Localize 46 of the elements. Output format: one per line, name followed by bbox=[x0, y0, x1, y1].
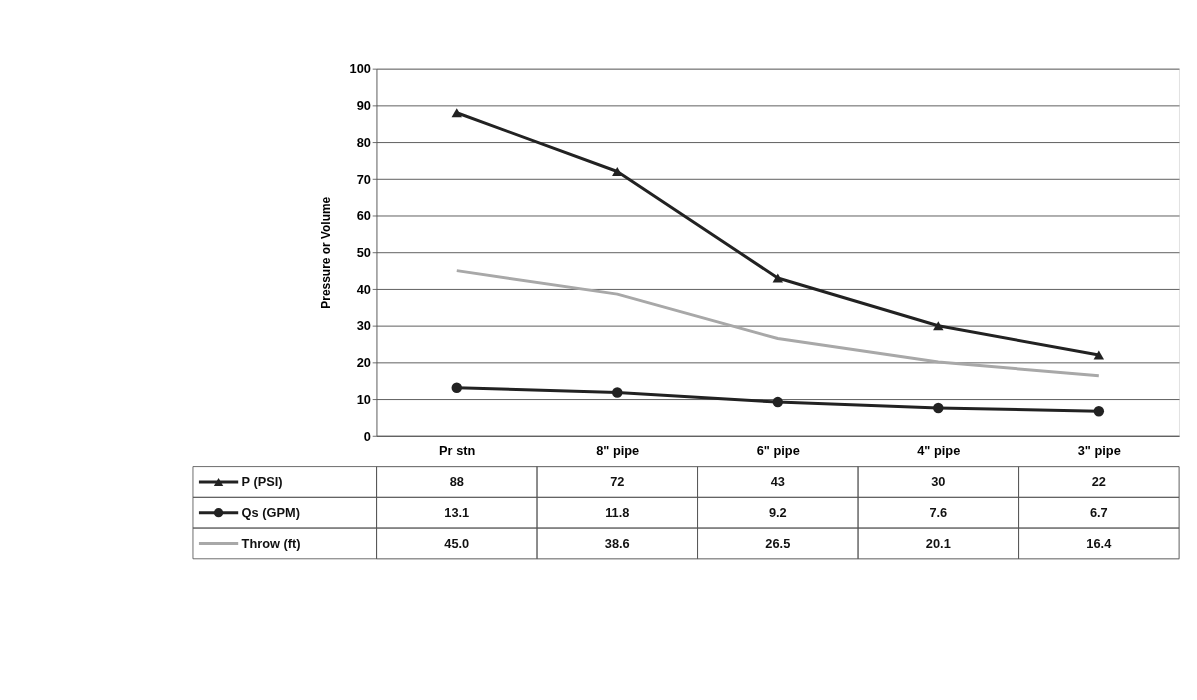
x-tick-label: 3" pipe bbox=[1077, 443, 1121, 459]
data-label: 88 bbox=[449, 474, 464, 490]
y-tick-label: 80 bbox=[356, 134, 371, 150]
data-label: 45.0 bbox=[444, 535, 470, 551]
point bbox=[612, 166, 623, 177]
y-tick-label: 40 bbox=[356, 281, 371, 297]
data-label: 43 bbox=[770, 474, 785, 490]
x-tick-label: 6" pipe bbox=[756, 443, 800, 459]
data-label: 30 bbox=[931, 474, 946, 490]
y-tick-label: 70 bbox=[356, 171, 371, 187]
point bbox=[772, 396, 784, 408]
y-tick-label: 0 bbox=[363, 428, 371, 444]
y-tick-label: 100 bbox=[349, 61, 371, 77]
line-series bbox=[455, 269, 1101, 378]
legend-label: P (PSI) bbox=[241, 474, 283, 490]
y-tick-label: 30 bbox=[356, 318, 371, 334]
point bbox=[1093, 350, 1105, 360]
point bbox=[933, 402, 944, 414]
point bbox=[612, 387, 623, 398]
y-tick-label: 20 bbox=[356, 355, 371, 371]
point bbox=[772, 273, 784, 283]
point bbox=[451, 382, 462, 393]
data-label: 26.5 bbox=[765, 535, 791, 551]
legend-label: Throw (ft) bbox=[241, 535, 301, 551]
data-label: 7.6 bbox=[929, 504, 948, 520]
data-label: 72 bbox=[610, 474, 625, 490]
x-tick-label: 4" pipe bbox=[917, 443, 961, 459]
data-label: 9.2 bbox=[768, 504, 787, 520]
y-tick-label: 60 bbox=[356, 208, 371, 224]
y-tick-label: 50 bbox=[356, 244, 371, 260]
legend-label: Qs (GPM) bbox=[241, 504, 300, 520]
x-tick-label: 8" pipe bbox=[596, 443, 640, 459]
data-label: 13.1 bbox=[444, 504, 470, 520]
point bbox=[1093, 406, 1105, 417]
point bbox=[451, 108, 462, 118]
x-tick-label: Pr stn bbox=[439, 443, 476, 459]
data-label: 22 bbox=[1091, 474, 1106, 490]
y-tick-label: 10 bbox=[356, 391, 371, 407]
data-label: 6.7 bbox=[1089, 504, 1108, 520]
point bbox=[933, 321, 944, 331]
data-label: 16.4 bbox=[1086, 535, 1113, 551]
data-label: 20.1 bbox=[925, 535, 951, 551]
y-axis-title: Pressure or Volume bbox=[318, 196, 333, 309]
data-label: 38.6 bbox=[604, 535, 630, 551]
y-tick-label: 90 bbox=[356, 98, 371, 114]
data-label: 11.8 bbox=[605, 504, 630, 520]
